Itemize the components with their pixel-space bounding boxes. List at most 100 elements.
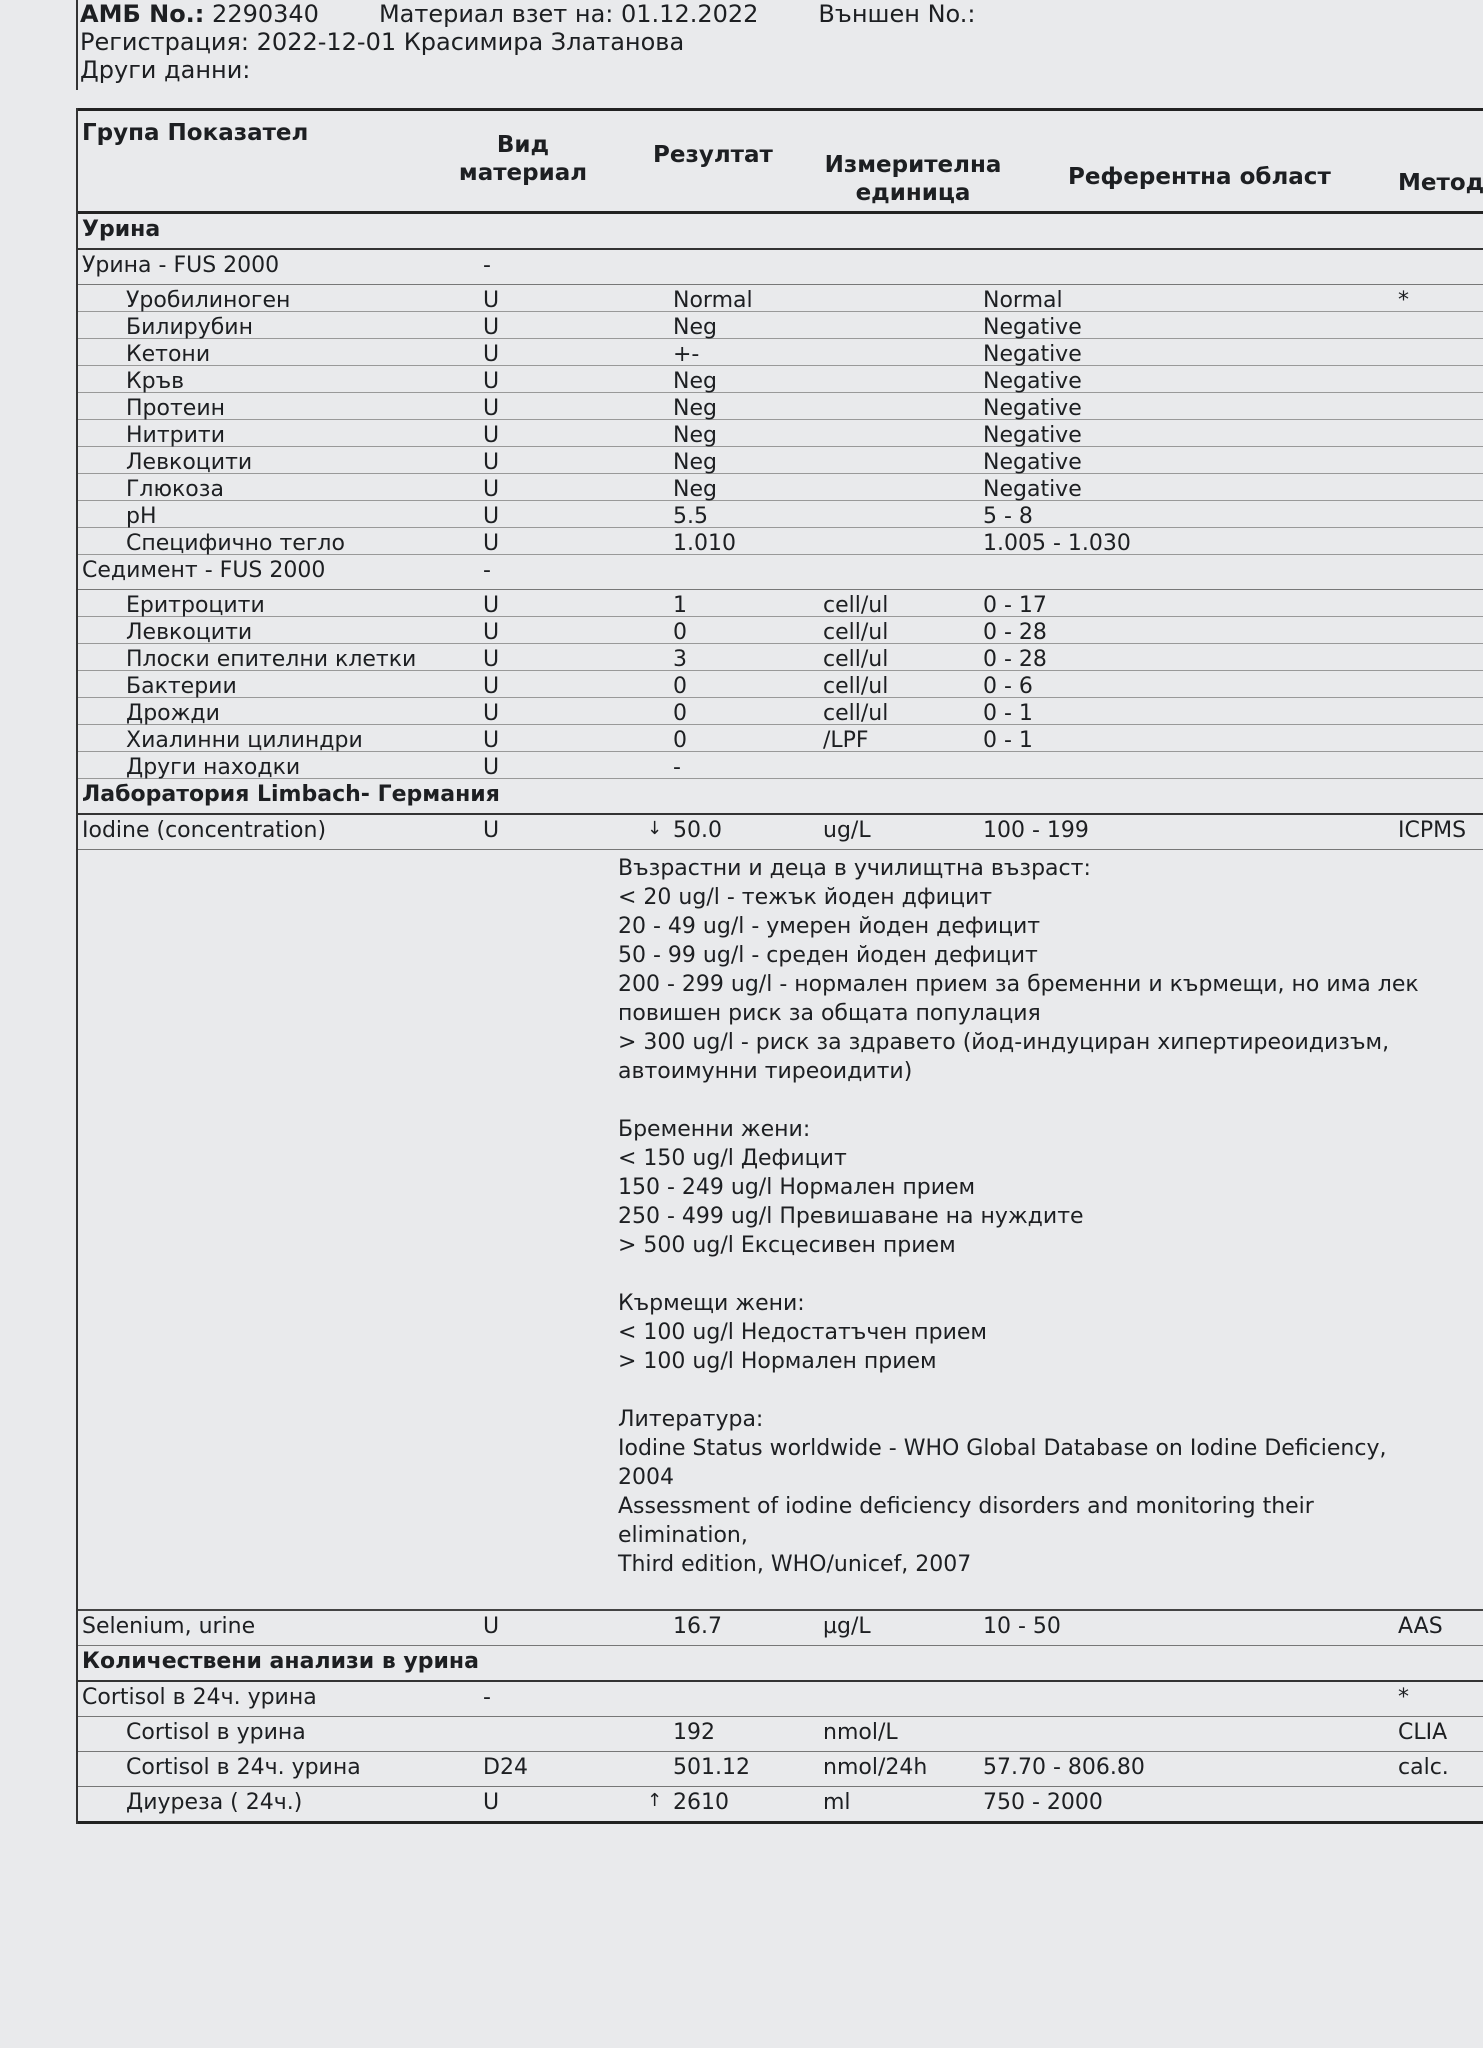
unit: ml [823,1790,851,1815]
test-name: Кръв [126,369,185,394]
reference-range: 10 - 50 [983,1614,1061,1639]
table-row: Нитрити U Neg Negative [78,420,1483,448]
reference-range: 1.005 - 1.030 [983,531,1131,556]
reference-range: 0 - 1 [983,701,1033,726]
note-line: Бременни жени: [618,1117,811,1142]
material-type: D24 [483,1755,528,1780]
test-name: Урина - FUS 2000 [82,253,280,278]
material-type: U [483,504,500,529]
method: CLIA [1398,1720,1448,1745]
material-type: U [483,423,500,448]
result-value: 501.12 [673,1755,750,1780]
test-name: Selenium, urine [82,1614,256,1639]
result-value: Neg [673,477,717,502]
result-value: 1.010 [673,531,736,556]
material-type: U [483,531,500,556]
reference-range: 0 - 1 [983,728,1033,753]
test-name: Хиалинни цилиндри [126,728,363,753]
table-row: Глюкоза U Neg Negative [78,474,1483,502]
arrow-down-icon: ↓ [647,818,663,839]
material-type: U [483,674,500,699]
table-row: Левкоцити U 0 cell/ul 0 - 28 [78,617,1483,645]
table-row: Диуреза ( 24ч.) U ↑ 2610 ml 750 - 2000 [78,1787,1483,1824]
result-value: +- [673,342,700,367]
result-value: 2610 [673,1790,729,1815]
unit: cell/ul [823,620,889,645]
test-name: Уробилиноген [126,288,291,313]
table-row: Cortisol в урина 192 nmol/L CLIA [78,1717,1483,1752]
method: calc. [1398,1755,1449,1780]
note-line: > 300 ug/l - риск за здравето (йод-индуц… [618,1030,1390,1055]
material-type: U [483,450,500,475]
reference-range: Negative [983,315,1082,340]
reference-range: 0 - 28 [983,620,1047,645]
test-name: Cortisol в 24ч. урина [126,1755,361,1780]
col-unit: Измерителна единица [824,152,1002,206]
note-line: 2004 [618,1465,674,1490]
result-value: 0 [673,620,687,645]
material-type: U [483,315,500,340]
test-name: Бактерии [126,674,237,699]
table-row: Кетони U +- Negative [78,339,1483,367]
note-line: < 150 ug/l Дефицит [618,1146,847,1171]
iodine-notes: Възрастни и деца в училищтна възраст: < 2… [78,850,1483,1611]
result-value: 5.5 [673,504,708,529]
note-line: 50 - 99 ug/l - среден йоден дефицит [618,943,1038,968]
result-value: Neg [673,315,717,340]
reference-range: 57.70 - 806.80 [983,1755,1145,1780]
amb-number: 2290340 [212,0,319,28]
unit: ug/L [823,818,871,843]
table-row: Еритроцити U 1 cell/ul 0 - 17 [78,590,1483,618]
test-name: Cortisol в 24ч. урина [82,1685,317,1710]
material-type: U [483,593,500,618]
note-line: elimination, [618,1523,748,1548]
test-name: Урина [82,217,161,242]
result-value: Neg [673,423,717,448]
result-value: - [673,755,681,780]
table-row: Други находки U - [78,752,1483,780]
material-type: U [483,647,500,672]
test-name: Диуреза ( 24ч.) [126,1790,303,1815]
table-row: Бактерии U 0 cell/ul 0 - 6 [78,671,1483,699]
table-row: Iodine (concentration) U ↓ 50.0 ug/L 100 - 19… [78,815,1483,850]
material-type: - [483,253,491,278]
reference-range: 0 - 6 [983,674,1033,699]
reference-range: Negative [983,342,1082,367]
result-value: 0 [673,728,687,753]
note-line: < 20 ug/l - тежък йоден дфицит [618,885,993,910]
test-name: Еритроцити [126,593,265,618]
result-cell: ↓ 50.0 [647,818,722,843]
result-value: Neg [673,396,717,421]
result-value: 3 [673,647,687,672]
reference-range: 750 - 2000 [983,1790,1103,1815]
material-type: U [483,1790,500,1815]
result-value: 0 [673,701,687,726]
report-header: АМБ No.: 2290340 Материал взет на: 01.12.… [80,0,976,84]
test-name: Нитрити [126,423,226,448]
col-method: Метод [1398,170,1483,196]
unit: cell/ul [823,593,889,618]
table-row: Протеин U Neg Negative [78,393,1483,421]
method: ICPMS [1398,818,1467,843]
note-line: автоимунни тиреоидити) [618,1059,913,1084]
material-type: U [483,342,500,367]
note-line: < 100 ug/l Недостатъчен прием [618,1320,988,1345]
unit: /LPF [823,728,869,753]
registration: Регистрация: 2022-12-01 Красимира Златан… [80,28,685,56]
unit: cell/ul [823,647,889,672]
note-line [618,1086,1483,1115]
note-line: 20 - 49 ug/l - умерен йоден дефицит [618,914,1041,939]
result-value: 0 [673,674,687,699]
section-header: Урина [78,214,1483,250]
note-line [618,1260,1483,1289]
material-type: U [483,396,500,421]
method: * [1398,288,1409,313]
header-frame [76,0,78,90]
table-row: Билирубин U Neg Negative [78,312,1483,340]
test-name: pH [126,504,157,529]
material-type: U [483,369,500,394]
col-result: Резултат [653,142,773,168]
material-type: - [483,1685,491,1710]
material-type: U [483,755,500,780]
note-line: Кърмещи жени: [618,1291,805,1316]
